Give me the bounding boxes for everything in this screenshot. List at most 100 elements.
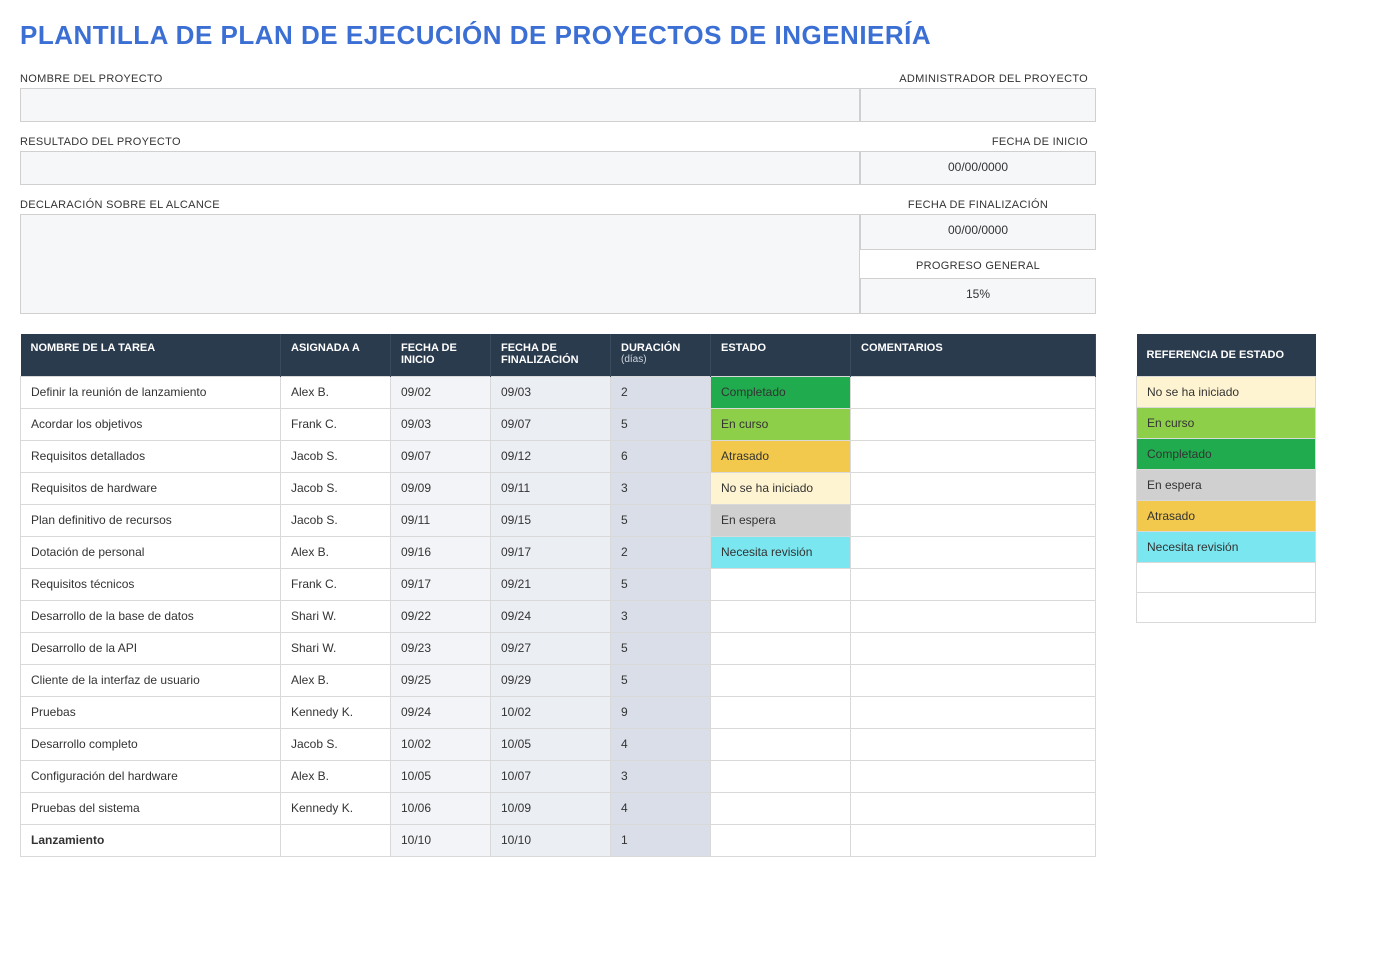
table-cell[interactable]: 10/05: [491, 728, 611, 760]
input-scope[interactable]: [20, 214, 860, 314]
table-cell[interactable]: Plan definitivo de recursos: [21, 504, 281, 536]
table-row[interactable]: Dotación de personalAlex B.09/1609/172Ne…: [21, 536, 1096, 568]
table-cell[interactable]: En espera: [711, 504, 851, 536]
table-cell[interactable]: No se ha iniciado: [711, 472, 851, 504]
table-cell[interactable]: [851, 440, 1096, 472]
input-deliverable[interactable]: [20, 151, 860, 185]
table-cell[interactable]: [851, 696, 1096, 728]
table-cell[interactable]: 09/12: [491, 440, 611, 472]
table-cell[interactable]: Cliente de la interfaz de usuario: [21, 664, 281, 696]
table-cell[interactable]: 09/11: [391, 504, 491, 536]
table-cell[interactable]: [851, 824, 1096, 856]
input-end-date[interactable]: 00/00/0000: [860, 214, 1096, 250]
table-row[interactable]: Pruebas del sistemaKennedy K.10/0610/094: [21, 792, 1096, 824]
table-row[interactable]: Desarrollo completoJacob S.10/0210/054: [21, 728, 1096, 760]
table-cell[interactable]: [851, 376, 1096, 408]
table-cell[interactable]: En curso: [711, 408, 851, 440]
table-cell[interactable]: 4: [611, 728, 711, 760]
table-cell[interactable]: 2: [611, 536, 711, 568]
table-cell[interactable]: Desarrollo de la base de datos: [21, 600, 281, 632]
table-cell[interactable]: Jacob S.: [281, 472, 391, 504]
table-row[interactable]: PruebasKennedy K.09/2410/029: [21, 696, 1096, 728]
table-cell[interactable]: [851, 600, 1096, 632]
table-cell[interactable]: 5: [611, 568, 711, 600]
table-row[interactable]: Lanzamiento10/1010/101: [21, 824, 1096, 856]
table-row[interactable]: Requisitos técnicosFrank C.09/1709/215: [21, 568, 1096, 600]
table-cell[interactable]: [711, 632, 851, 664]
table-cell[interactable]: Shari W.: [281, 600, 391, 632]
table-cell[interactable]: 09/17: [491, 536, 611, 568]
table-cell[interactable]: Jacob S.: [281, 504, 391, 536]
table-cell[interactable]: 09/24: [391, 696, 491, 728]
table-cell[interactable]: 09/25: [391, 664, 491, 696]
table-cell[interactable]: 09/21: [491, 568, 611, 600]
input-project-name[interactable]: [20, 88, 860, 122]
table-cell[interactable]: Atrasado: [711, 440, 851, 472]
table-cell[interactable]: [851, 472, 1096, 504]
table-cell[interactable]: 5: [611, 632, 711, 664]
table-cell[interactable]: 5: [611, 408, 711, 440]
table-cell[interactable]: 09/27: [491, 632, 611, 664]
table-cell[interactable]: 09/03: [491, 376, 611, 408]
table-cell[interactable]: 10/02: [491, 696, 611, 728]
table-cell[interactable]: 09/11: [491, 472, 611, 504]
table-cell[interactable]: [851, 568, 1096, 600]
table-cell[interactable]: Dotación de personal: [21, 536, 281, 568]
table-cell[interactable]: 09/23: [391, 632, 491, 664]
table-cell[interactable]: 09/09: [391, 472, 491, 504]
table-cell[interactable]: [851, 408, 1096, 440]
table-cell[interactable]: 9: [611, 696, 711, 728]
table-cell[interactable]: [851, 664, 1096, 696]
table-cell[interactable]: 10/07: [491, 760, 611, 792]
table-cell[interactable]: Alex B.: [281, 376, 391, 408]
table-cell[interactable]: [711, 824, 851, 856]
table-row[interactable]: Requisitos de hardwareJacob S.09/0909/11…: [21, 472, 1096, 504]
table-cell[interactable]: Completado: [711, 376, 851, 408]
table-row[interactable]: Desarrollo de la base de datosShari W.09…: [21, 600, 1096, 632]
table-cell[interactable]: 10/02: [391, 728, 491, 760]
table-cell[interactable]: Configuración del hardware: [21, 760, 281, 792]
table-cell[interactable]: [281, 824, 391, 856]
table-cell[interactable]: 09/17: [391, 568, 491, 600]
table-cell[interactable]: Pruebas del sistema: [21, 792, 281, 824]
table-cell[interactable]: [851, 728, 1096, 760]
table-cell[interactable]: [711, 664, 851, 696]
table-cell[interactable]: 10/10: [491, 824, 611, 856]
table-cell[interactable]: [711, 760, 851, 792]
table-cell[interactable]: 5: [611, 664, 711, 696]
table-cell[interactable]: 09/22: [391, 600, 491, 632]
table-cell[interactable]: 3: [611, 600, 711, 632]
table-cell[interactable]: Alex B.: [281, 760, 391, 792]
table-cell[interactable]: Kennedy K.: [281, 792, 391, 824]
table-cell[interactable]: Alex B.: [281, 664, 391, 696]
input-start-date[interactable]: 00/00/0000: [860, 151, 1096, 185]
table-cell[interactable]: 09/07: [491, 408, 611, 440]
table-cell[interactable]: [711, 600, 851, 632]
table-row[interactable]: Definir la reunión de lanzamientoAlex B.…: [21, 376, 1096, 408]
table-cell[interactable]: 10/05: [391, 760, 491, 792]
table-cell[interactable]: 4: [611, 792, 711, 824]
table-row[interactable]: Cliente de la interfaz de usuarioAlex B.…: [21, 664, 1096, 696]
input-manager[interactable]: [860, 88, 1096, 122]
table-cell[interactable]: 09/02: [391, 376, 491, 408]
table-cell[interactable]: Necesita revisión: [711, 536, 851, 568]
table-cell[interactable]: 09/29: [491, 664, 611, 696]
table-cell[interactable]: Jacob S.: [281, 728, 391, 760]
table-cell[interactable]: 6: [611, 440, 711, 472]
table-cell[interactable]: 5: [611, 504, 711, 536]
table-cell[interactable]: [711, 728, 851, 760]
table-row[interactable]: Configuración del hardwareAlex B.10/0510…: [21, 760, 1096, 792]
table-cell[interactable]: Pruebas: [21, 696, 281, 728]
table-cell[interactable]: Definir la reunión de lanzamiento: [21, 376, 281, 408]
table-cell[interactable]: [851, 792, 1096, 824]
table-cell[interactable]: Jacob S.: [281, 440, 391, 472]
table-cell[interactable]: Requisitos técnicos: [21, 568, 281, 600]
table-row[interactable]: Plan definitivo de recursosJacob S.09/11…: [21, 504, 1096, 536]
table-cell[interactable]: Kennedy K.: [281, 696, 391, 728]
table-cell[interactable]: 09/03: [391, 408, 491, 440]
table-cell[interactable]: 2: [611, 376, 711, 408]
table-cell[interactable]: 1: [611, 824, 711, 856]
table-cell[interactable]: Desarrollo de la API: [21, 632, 281, 664]
table-cell[interactable]: [711, 568, 851, 600]
table-cell[interactable]: 09/15: [491, 504, 611, 536]
